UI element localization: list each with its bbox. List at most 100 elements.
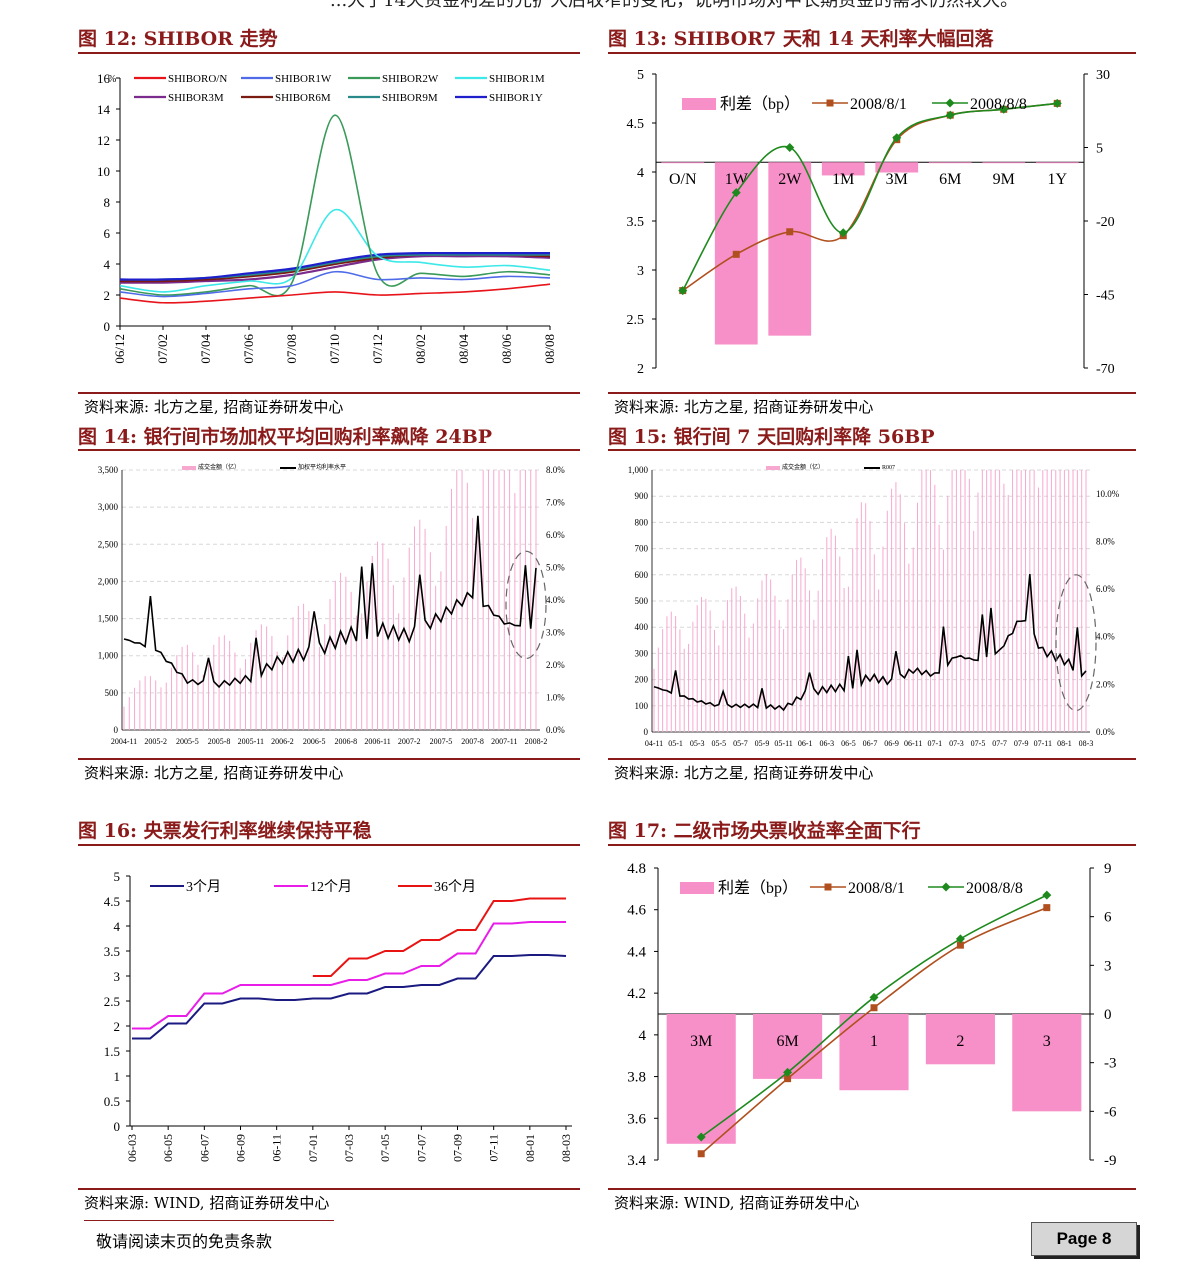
x-tick-label: 07-11 [1034,739,1052,748]
spread-bar [821,162,865,176]
legend-label: 利差（bp） [720,95,800,113]
header-cut-text: ...大于14天资金利差的先扩大后收窄的变化，说明市场对中长期资金的需求仍然较大… [330,0,1019,11]
x-tick-label: 06-11 [270,1134,284,1162]
footer-disclaimer[interactable]: 敬请阅读末页的免责条款 [96,1232,273,1251]
spread-bar [661,162,705,164]
legend-marker [824,883,832,891]
x-tick-label: 2005-5 [176,737,199,746]
chart-shibor-trend: 0 2 4 6 8 10 12 14 16% 06/12 07/02 07/04 07/06 07/08 0… [97,71,557,364]
series-marker [892,133,902,143]
x-tick-label: 08-03 [559,1134,573,1162]
x-tick-label: 05-9 [755,739,770,748]
category-label: 6M [776,1033,798,1050]
category-label: 1 [870,1033,878,1050]
x-tick-label: 2005-8 [208,737,231,746]
right-tick-label: 5 [1096,142,1103,157]
series-marker [956,941,964,949]
left-tick-label: 2.5 [627,313,645,328]
title-rule [608,844,1136,846]
legend-label: 36个月 [434,879,476,895]
right-tick-label: 5.0% [546,563,565,573]
series-marker [732,250,740,258]
legend-label: 加权平均利率水平 [298,463,346,471]
x-tick-label: 2006-11 [364,737,390,746]
right-tick-label: -70 [1096,362,1115,377]
panel-shibor7-14: 图 13: SHIBOR7 天和 14 天利率大幅回落 2 2.5 3 3.5 4 4.5… [608,24,1136,424]
legend-label: 利差（bp） [718,879,798,897]
series-marker [784,1075,792,1083]
legend-label: 成交金额（亿） [198,463,240,471]
series-marker [955,934,965,944]
legend-label: SHIBORO/N [168,73,227,85]
series-marker [870,1004,878,1012]
x-tick-label: 06-1 [798,739,813,748]
spread-bar [875,162,919,173]
right-tick-label: -3 [1104,1056,1117,1072]
legend-label: 2008/8/1 [850,96,907,113]
series-line-shibor1y [119,251,550,281]
x-tick-label: 07/04 [198,334,213,364]
legend-marker [941,882,951,892]
legend-swatch-bar [766,466,780,470]
legend-label: SHIBOR2W [382,73,439,85]
right-tick-label: 0.0% [546,725,565,735]
series-line-shibor3m [119,254,551,284]
category-label: 3M [886,171,908,188]
category-label: 9M [993,171,1015,188]
source-rule [608,392,1136,394]
x-tick-label: 05-11 [774,739,792,748]
category-label: O/N [669,171,697,188]
source-text: 资料来源: WIND, 招商证券研发中心 [614,1194,860,1212]
spread-bar [666,1014,736,1144]
series-line-shiboro/n [119,283,551,304]
left-tick-label: 2,000 [98,576,119,586]
category-label: 1M [832,171,854,188]
x-tick-label: 06-7 [863,739,878,748]
x-tick-label: 07-3 [949,739,964,748]
source-text: 资料来源: 北方之星, 招商证券研发中心 [84,398,344,416]
y-tick-label: 4.5 [104,894,120,909]
legend-label: R007 [882,465,895,471]
legend-label: SHIBOR6M [275,92,331,104]
spread-bar [928,162,972,164]
right-tick-label: 6.0% [1096,584,1115,594]
x-tick-label: 05-3 [690,739,705,748]
y-tick-label: 14 [97,102,111,117]
series-marker [697,1150,705,1158]
footer-rule [84,1220,334,1221]
left-tick-label: 300 [635,648,649,658]
panel-7day-repo: 图 15: 银行间 7 天回购利率降 56BP 0 100 200 300 400 500… [608,422,1136,794]
legend-marker [826,99,834,107]
series-line-shibor1m [119,208,551,293]
x-tick-label: 2004-11 [111,737,137,746]
x-tick-label: 08/02 [413,334,428,364]
left-tick-label: 1,500 [98,614,119,624]
x-tick-label: 07-1 [927,739,942,748]
right-tick-label: 9 [1104,861,1112,877]
x-tick-label: 06-09 [234,1134,248,1162]
series-line [312,897,566,977]
legend-label: 成交金额（亿） [782,463,824,471]
y-tick-label: 0 [114,1119,121,1134]
chart-weighted-repo: 0 500 1,000 1,500 2,000 2,500 3,000 3,500 0.0% 1.… [98,463,566,746]
series-marker [1052,98,1062,108]
left-tick-label: 3 [637,264,644,279]
y-tick-label: 0.5 [104,1094,120,1109]
x-tick-label: 07-09 [451,1134,465,1162]
right-tick-label: 4.0% [1096,632,1115,642]
left-tick-label: 4 [637,166,644,181]
series-marker [731,188,741,198]
right-tick-label: -45 [1096,289,1115,304]
right-tick-label: 6.0% [546,530,565,540]
y-tick-label: 10 [97,164,110,179]
spread-bar [768,162,812,336]
legend-label: SHIBOR1M [489,73,545,85]
y-tick-label: 16 [97,71,111,86]
left-tick-label: 800 [635,517,649,527]
title-rule [78,52,580,54]
x-tick-label: 07/10 [327,334,342,364]
left-tick-label: 3.8 [627,1070,646,1086]
category-label: 2 [956,1033,964,1050]
left-tick-label: 500 [105,688,119,698]
right-tick-label: -9 [1104,1153,1117,1169]
